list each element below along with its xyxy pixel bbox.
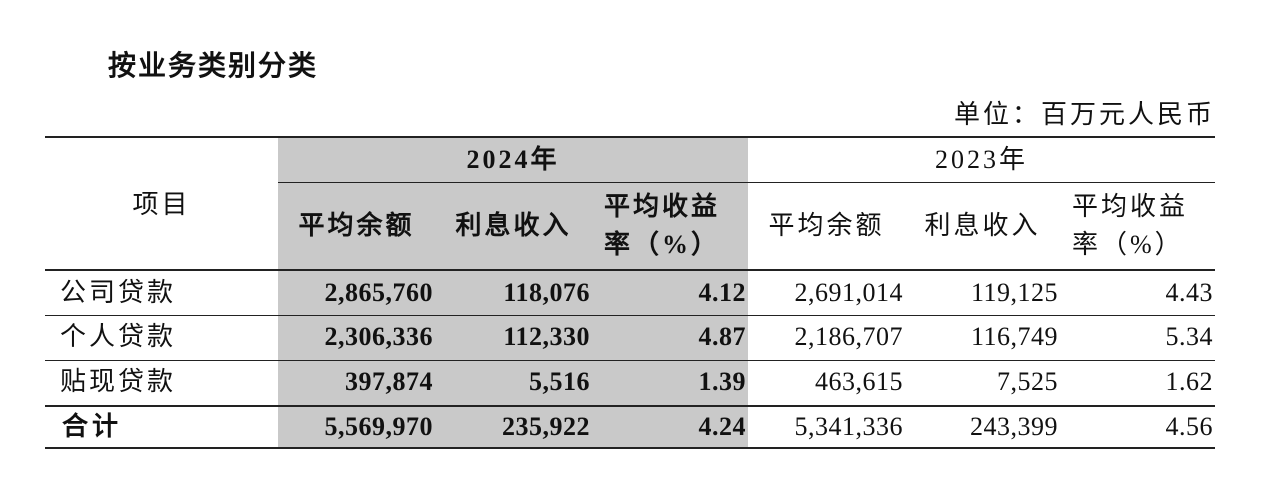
column-header: 平均收益率（%） [604,192,721,259]
row-label: 合计 [62,412,123,441]
cell-value: 235,922 [502,412,590,441]
column-header: 利息收入 [455,211,572,240]
rule [45,136,1215,138]
column-header: 平均余额 [298,211,415,240]
cell-value: 243,399 [970,412,1058,441]
year-header: 2023年 [934,145,1028,174]
cell-value: 2,306,336 [324,322,433,351]
cell-value: 1.62 [1165,367,1213,396]
cell-value: 2,691,014 [794,278,903,307]
cell-value: 5,569,970 [324,412,433,441]
cell-value: 5.34 [1165,322,1213,351]
cell-value: 5,516 [529,367,590,396]
cell-value: 2,865,760 [324,278,433,307]
rule [45,447,1215,449]
cell-value: 4.43 [1165,278,1213,307]
cell-value: 118,076 [503,278,590,307]
cell-value: 463,615 [815,367,903,396]
column-header: 利息收入 [924,211,1041,240]
cell-value: 397,874 [345,367,433,396]
title: 按业务类别分类 [108,51,319,82]
row-label: 个人贷款 [60,322,177,351]
cell-value: 116,749 [970,322,1058,351]
cell-value: 2,186,707 [794,322,903,351]
rule [278,182,1215,183]
rule [45,269,1215,271]
column-header: 平均余额 [768,211,885,240]
cell-value: 4.56 [1165,412,1213,441]
rule [45,315,1215,316]
cell-value: 4.87 [698,322,746,351]
year-header: 2024年 [466,145,560,174]
cell-value: 4.24 [698,412,746,441]
unit: 单位：百万元人民币 [953,100,1215,129]
cell-value: 7,525 [997,367,1058,396]
highlight [278,137,748,447]
rule [45,360,1215,361]
column-header: 平均收益率（%） [1072,192,1189,259]
cell-value: 119,125 [970,278,1058,307]
cell-value: 4.12 [698,278,746,307]
rule [45,405,1215,407]
cell-value: 112,330 [503,322,590,351]
cell-value: 1.39 [698,367,746,396]
cell-value: 5,341,336 [794,412,903,441]
item-header: 项目 [132,190,191,219]
row-label: 公司贷款 [60,278,177,307]
row-label: 贴现贷款 [60,367,177,396]
